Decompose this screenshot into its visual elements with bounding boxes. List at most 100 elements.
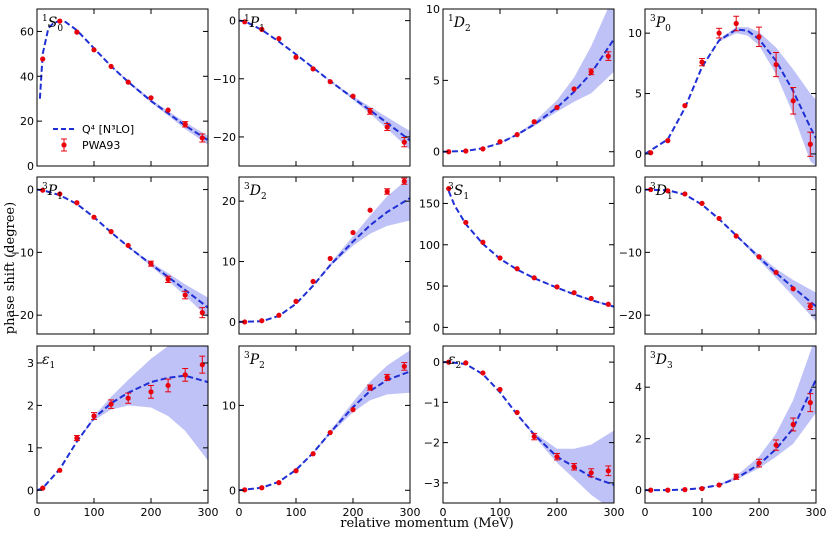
data-point [367, 207, 373, 213]
y-tick-label: 150 [419, 197, 440, 210]
panel-label-sub: 2 [456, 361, 462, 371]
theory-line [239, 197, 410, 323]
data-marker [756, 34, 762, 40]
data-marker [148, 261, 154, 267]
data-point [148, 95, 154, 101]
data-marker [108, 63, 114, 70]
data-point [554, 452, 560, 461]
data-point [125, 79, 131, 85]
panel-label-sup: 3 [244, 351, 250, 361]
data-marker [108, 229, 114, 235]
data-point [57, 191, 63, 197]
legend-data-marker [61, 142, 67, 148]
data-point [571, 290, 577, 296]
uncertainty-band [239, 350, 410, 491]
data-marker [497, 255, 503, 261]
x-tick-label: 200 [547, 506, 568, 519]
y-tick-label: 0 [27, 184, 34, 197]
y-tick-label: 0 [635, 184, 642, 197]
data-point [605, 465, 612, 477]
data-marker [350, 229, 356, 236]
data-point [91, 412, 97, 420]
data-point [773, 269, 779, 276]
data-marker [531, 275, 537, 281]
plot-area [37, 187, 208, 319]
data-point [91, 47, 97, 53]
data-point [463, 148, 469, 154]
y-tick-label: 4 [635, 381, 642, 394]
panel-label-sup: 1 [448, 14, 454, 24]
data-point [276, 312, 282, 318]
x-tick-label: 100 [286, 506, 307, 519]
data-point [716, 482, 722, 488]
panel-label-sup: 1 [42, 14, 48, 24]
panel-label: 3D2 [244, 182, 267, 202]
data-marker [384, 374, 390, 380]
data-marker [367, 384, 373, 391]
data-marker [807, 400, 813, 406]
data-point [148, 260, 154, 267]
data-marker [40, 56, 46, 62]
data-marker [463, 148, 469, 154]
theory-line [239, 370, 410, 492]
data-marker [327, 429, 333, 436]
plot-area [645, 15, 816, 166]
data-point [40, 56, 46, 62]
y-tick-label: 10 [426, 3, 440, 16]
data-point [716, 215, 722, 222]
data-marker [497, 139, 503, 145]
plot-area [38, 18, 208, 145]
data-marker [790, 286, 796, 292]
panel-frame [238, 176, 411, 335]
data-point [125, 242, 131, 249]
panel-label: 3D3 [650, 351, 673, 371]
panel-3D3: 0 2 4 0 100 200 300 3D3 [635, 345, 827, 519]
panel-label: 1D2 [448, 14, 471, 34]
y-tick-label: −3 [424, 477, 440, 490]
panel-label-main: ε [448, 352, 456, 368]
legend-theory-label: Q⁴ [N³LO] [82, 123, 134, 136]
data-point [401, 177, 408, 185]
y-tick-label: 2 [27, 399, 34, 412]
data-point [91, 214, 97, 220]
data-point [648, 150, 654, 156]
data-point [401, 362, 408, 371]
panel-frame [644, 176, 817, 335]
panel-1D2: 0 5 10 1D2 [426, 3, 615, 167]
y-tick-label: 20 [222, 195, 236, 208]
data-marker [57, 467, 63, 473]
panel-frame [644, 8, 817, 167]
data-marker [733, 20, 739, 27]
data-marker [350, 407, 356, 413]
panel-label-sup: 3 [244, 182, 250, 192]
panel-frame [238, 345, 411, 504]
data-point [182, 290, 189, 300]
data-marker [699, 200, 705, 206]
data-marker [182, 292, 188, 298]
y-tick-label: 100 [419, 239, 440, 252]
data-point [807, 393, 814, 413]
data-marker [57, 191, 63, 197]
data-point [327, 79, 333, 85]
data-point [293, 468, 299, 474]
y-tick-label: 60 [20, 25, 34, 38]
data-marker [446, 185, 452, 192]
data-point [242, 319, 248, 325]
data-marker [699, 485, 705, 492]
data-marker [276, 312, 282, 318]
data-marker [773, 61, 779, 68]
y-tick-label: 5 [433, 74, 440, 87]
data-marker [588, 69, 594, 75]
data-point [182, 121, 189, 128]
data-point [756, 458, 762, 468]
data-point [276, 480, 282, 486]
data-point [790, 417, 797, 432]
data-point [310, 278, 316, 285]
panel-label-main: P [249, 352, 260, 368]
data-point [716, 27, 723, 39]
panel-label-main: D [655, 183, 667, 199]
data-marker [571, 464, 577, 470]
data-marker [807, 141, 813, 147]
panel-frame [442, 8, 615, 167]
